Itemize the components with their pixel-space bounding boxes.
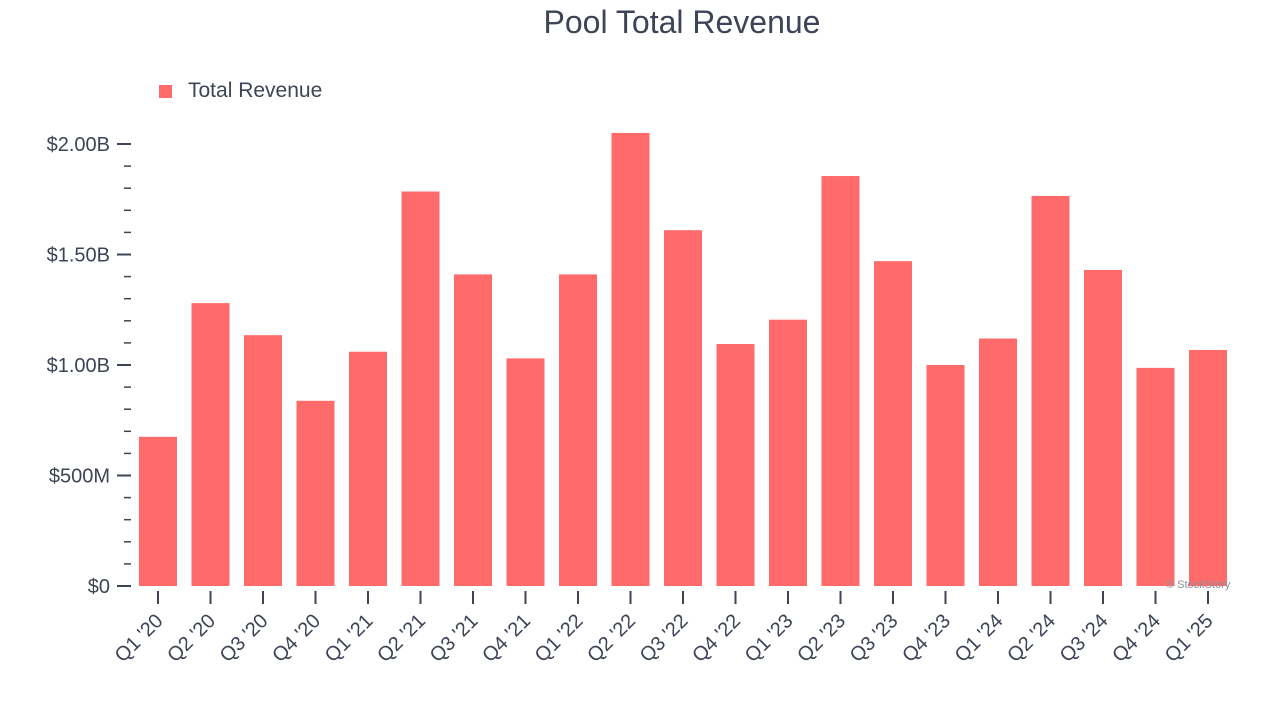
x-tick-label: Q3 '21	[426, 610, 483, 667]
x-tick-label: Q4 '23	[898, 610, 955, 667]
bar	[874, 261, 912, 586]
bar	[1189, 349, 1227, 586]
bar	[506, 358, 545, 586]
x-tick-label: Q1 '20	[111, 610, 168, 667]
x-tick-label: Q2 '21	[373, 610, 430, 667]
bar	[191, 303, 230, 586]
bar	[349, 351, 387, 586]
x-tick-label: Q2 '24	[1003, 610, 1060, 667]
legend-swatch	[159, 84, 172, 98]
x-tick-label: Q2 '20	[163, 610, 220, 667]
x-tick-label: Q4 '21	[478, 610, 535, 667]
x-tick-label: Q3 '20	[216, 610, 273, 667]
bar	[979, 338, 1017, 586]
x-tick-label: Q1 '24	[951, 610, 1008, 667]
bar	[401, 191, 440, 586]
y-tick-label: $1.50B	[47, 245, 110, 267]
bar	[559, 274, 597, 586]
x-tick-label: Q4 '22	[688, 610, 745, 667]
bar	[716, 344, 755, 586]
watermark: © StockStory	[1166, 579, 1231, 591]
y-tick-label: $0	[88, 576, 110, 598]
x-tick-label: Q3 '23	[846, 610, 903, 667]
bar	[769, 319, 807, 586]
x-tick-label: Q1 '21	[321, 610, 378, 667]
chart-title: Pool Total Revenue	[543, 4, 821, 40]
x-tick-label: Q2 '22	[583, 610, 640, 667]
bars	[139, 132, 1227, 587]
legend: Total Revenue	[159, 79, 322, 103]
y-tick-label: $1.00B	[47, 355, 110, 377]
bar	[296, 400, 335, 586]
bar	[1031, 195, 1070, 586]
x-tick-label: Q3 '24	[1056, 610, 1113, 667]
x-tick-label: Q3 '22	[636, 610, 693, 667]
bar	[1136, 367, 1175, 586]
bar	[821, 176, 860, 587]
y-axis: $0 $500M $1.00B $1.50B $2.00B	[47, 134, 131, 598]
x-tick-label: Q1 '25	[1161, 610, 1218, 667]
x-tick-label: Q4 '24	[1108, 610, 1165, 667]
x-tick-label: Q1 '23	[741, 610, 798, 667]
bar	[244, 335, 282, 586]
x-tick-label: Q1 '22	[531, 610, 588, 667]
bar	[926, 365, 965, 586]
bar	[664, 230, 702, 586]
x-tick-label: Q4 '20	[268, 610, 325, 667]
bar	[139, 436, 177, 586]
y-tick-label: $2.00B	[47, 134, 110, 156]
bar	[1084, 269, 1122, 586]
bar	[611, 132, 650, 586]
bar	[454, 274, 492, 586]
legend-label: Total Revenue	[188, 79, 323, 102]
y-tick-label: $500M	[49, 466, 110, 488]
x-tick-label: Q2 '23	[793, 610, 850, 667]
